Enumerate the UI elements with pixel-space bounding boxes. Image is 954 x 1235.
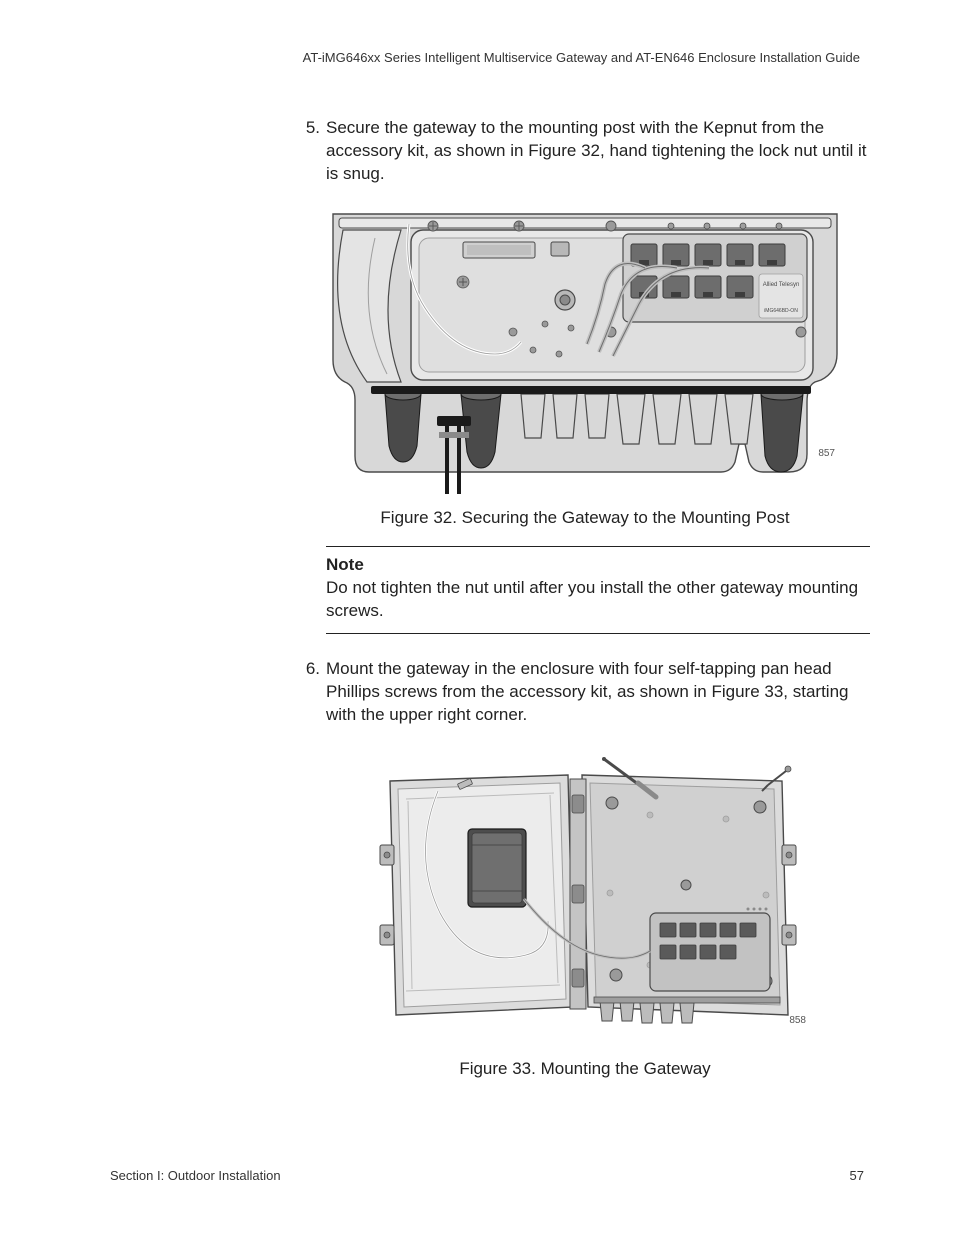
footer-section: Section I: Outdoor Installation (110, 1168, 281, 1183)
body-column: 5. Secure the gateway to the mounting po… (300, 117, 870, 1079)
page: AT-iMG646xx Series Intelligent Multiserv… (0, 0, 954, 1235)
note-title: Note (326, 555, 870, 575)
figure-32: Allied Telesyn iMG646BD-ON (300, 204, 870, 494)
page-footer: Section I: Outdoor Installation 57 (110, 1168, 864, 1183)
figure-32-illustration: Allied Telesyn iMG646BD-ON (315, 204, 855, 494)
figure-33-illustration: 858 (350, 745, 820, 1045)
step-5-text: Secure the gateway to the mounting post … (326, 117, 870, 186)
figure-33: 858 (300, 745, 870, 1045)
port-bank: Allied Telesyn iMG646BD-ON (623, 223, 807, 322)
figure-33-caption: Figure 33. Mounting the Gateway (300, 1059, 870, 1079)
footer-page-number: 57 (850, 1168, 864, 1183)
figure-32-refnum: 857 (818, 448, 835, 459)
step-5: 5. Secure the gateway to the mounting po… (300, 117, 870, 186)
model-label: iMG646BD-ON (764, 308, 798, 314)
step-6-number: 6. (300, 658, 326, 727)
step-5-number: 5. (300, 117, 326, 186)
step-6: 6. Mount the gateway in the enclosure wi… (300, 658, 870, 727)
brand-label: Allied Telesyn (763, 282, 800, 288)
note-text: Do not tighten the nut until after you i… (326, 577, 870, 623)
note-box: Note Do not tighten the nut until after … (326, 546, 870, 634)
figure-33-refnum: 858 (789, 1015, 806, 1026)
running-header: AT-iMG646xx Series Intelligent Multiserv… (110, 50, 860, 65)
door-module (468, 829, 526, 907)
step-6-text: Mount the gateway in the enclosure with … (326, 658, 870, 727)
figure-32-caption: Figure 32. Securing the Gateway to the M… (300, 508, 870, 528)
